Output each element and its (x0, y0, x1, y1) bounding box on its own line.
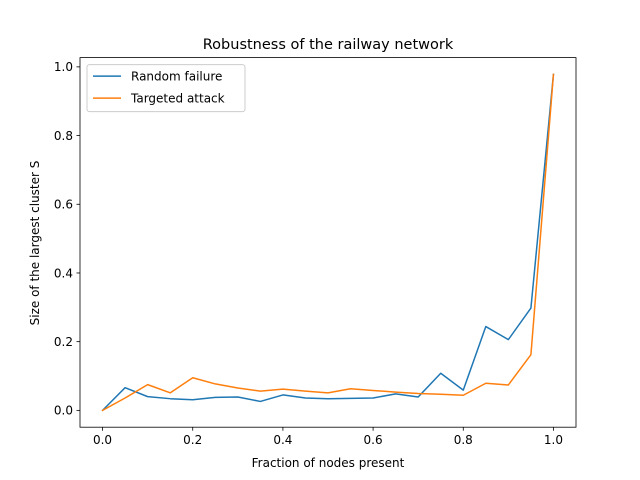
y-axis-label: Size of the largest cluster S (28, 161, 42, 326)
y-tick-label: 0.8 (54, 129, 73, 143)
y-tick-label: 0.2 (54, 335, 73, 349)
legend-box (86, 64, 246, 113)
x-tick-label: 0.8 (454, 433, 473, 447)
legend-label-2: Targeted attack (130, 91, 225, 105)
plot-area (101, 73, 555, 412)
series-line-1 (101, 73, 555, 412)
chart-title: Robustness of the railway network (203, 37, 454, 53)
series-line-2 (101, 73, 555, 412)
x-axis-label: Fraction of nodes present (252, 456, 405, 470)
axes: 0.0 0.2 0.4 0.6 0.8 1.0 0.0 0.2 0.4 0.6 0.8 1.0 (54, 57, 577, 447)
y-tick-label: 1.0 (54, 60, 73, 74)
x-tick-label: 1.0 (544, 433, 563, 447)
x-tick-label: 0.6 (364, 433, 383, 447)
y-tick-label: 0.4 (54, 266, 73, 280)
y-tick-label: 0.0 (54, 404, 73, 418)
axes-frame (79, 57, 577, 428)
x-tick-label: 0.4 (273, 433, 292, 447)
y-tick-label: 0.6 (54, 198, 73, 212)
x-tick-label: 0.0 (93, 433, 112, 447)
x-tick-label: 0.2 (183, 433, 202, 447)
legend: Random failure Targeted attack (86, 64, 246, 113)
legend-label-1: Random failure (131, 69, 222, 83)
